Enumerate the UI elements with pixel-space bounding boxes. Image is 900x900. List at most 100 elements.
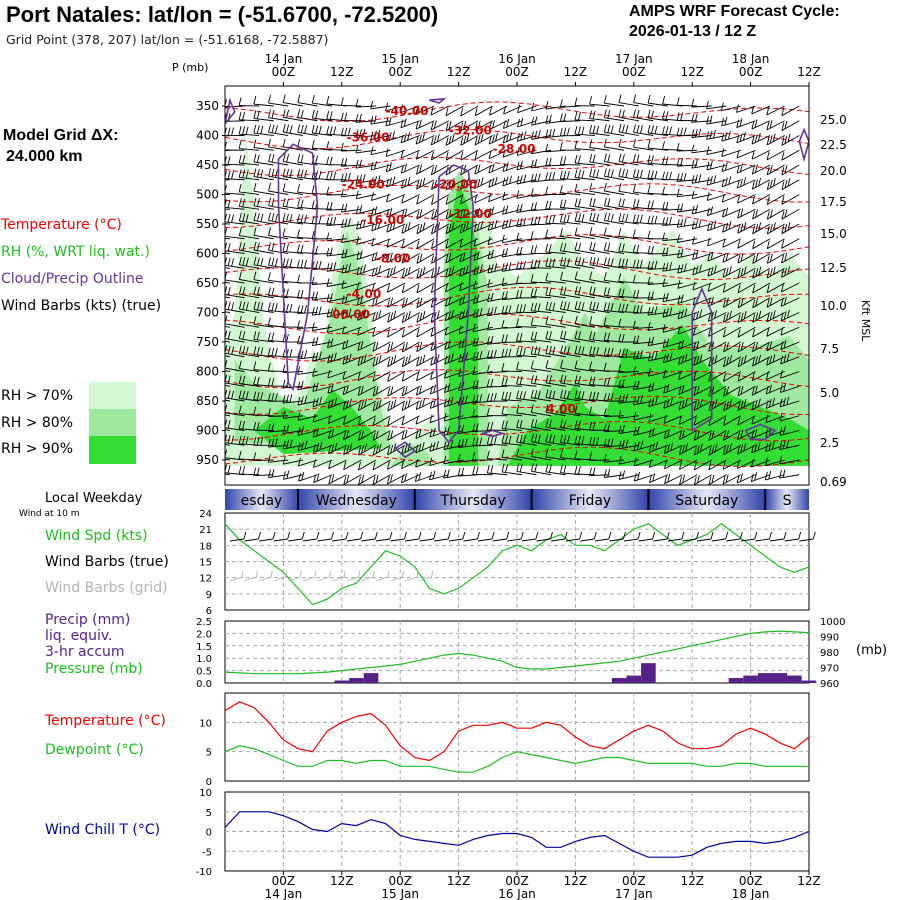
wind-barb bbox=[238, 227, 260, 240]
wind-barb bbox=[253, 183, 274, 195]
wind-barb bbox=[238, 140, 260, 151]
wind-barb bbox=[460, 105, 479, 117]
wind-barb bbox=[781, 120, 800, 131]
wind-barb bbox=[501, 334, 522, 343]
wind-barb bbox=[297, 244, 318, 254]
wind-barb bbox=[722, 326, 742, 338]
wind-barb bbox=[371, 282, 391, 292]
wind-barb bbox=[282, 213, 303, 225]
pressure-axis-title: P (mb) bbox=[172, 61, 209, 74]
wind-barb bbox=[311, 306, 333, 316]
wind-barb bbox=[502, 175, 523, 187]
wind-barb bbox=[574, 375, 595, 387]
wind-barb bbox=[502, 205, 522, 215]
wind-barb bbox=[722, 430, 742, 441]
top-date-label: 17 Jan bbox=[615, 52, 653, 66]
surface-wind-barb bbox=[273, 531, 291, 542]
y-tick-label: 0.5 bbox=[196, 667, 212, 678]
wind-barb bbox=[560, 257, 581, 269]
top-date-label: 16 Jan bbox=[498, 52, 536, 66]
wind-barb bbox=[445, 266, 464, 278]
wind-barb bbox=[486, 464, 508, 476]
wind-barb bbox=[676, 127, 698, 137]
wind-barb bbox=[371, 251, 391, 262]
wind-barb bbox=[589, 96, 610, 107]
wind-barb bbox=[225, 105, 230, 108]
wind-barb bbox=[328, 442, 347, 455]
wind-barb bbox=[559, 141, 581, 151]
wind-barb bbox=[737, 371, 756, 382]
surface-wind-barb bbox=[434, 531, 451, 542]
surface-wind-barb bbox=[302, 531, 320, 542]
wind-barb bbox=[589, 301, 610, 313]
temperature-label: -20.00 bbox=[434, 178, 477, 192]
wind-barb bbox=[618, 288, 639, 299]
wind-barb bbox=[766, 164, 785, 176]
wind-barb bbox=[253, 316, 274, 328]
wind-barb bbox=[431, 208, 450, 220]
wind-barb bbox=[589, 421, 610, 431]
wind-barb bbox=[530, 360, 552, 372]
wind-barb bbox=[501, 377, 522, 387]
wind-barb bbox=[737, 282, 756, 294]
precip-label: Precip (mm) bbox=[45, 612, 131, 628]
wind-barb bbox=[386, 252, 406, 263]
wind-barb bbox=[603, 227, 625, 240]
wind-barb bbox=[371, 296, 391, 307]
wind-barb bbox=[486, 450, 508, 461]
wind-barb bbox=[530, 345, 552, 358]
wind-barb bbox=[327, 429, 347, 440]
wind-barb bbox=[781, 208, 800, 220]
wind-barb bbox=[676, 157, 698, 167]
wind-barb bbox=[530, 418, 552, 431]
wind-barb bbox=[282, 394, 303, 404]
y-tick-label: 0 bbox=[206, 828, 212, 839]
wind-barb bbox=[311, 94, 333, 107]
wind-barb bbox=[531, 102, 552, 112]
model-grid-value: 24.000 km bbox=[6, 148, 83, 165]
wind-barb bbox=[618, 183, 639, 195]
pressure-tick-label: 650 bbox=[196, 276, 219, 290]
wind-barb bbox=[225, 384, 230, 387]
wind-barb bbox=[341, 203, 362, 213]
wind-barb bbox=[356, 295, 377, 306]
wind-barb bbox=[385, 176, 406, 188]
wind-barb bbox=[401, 194, 420, 204]
wind-barb bbox=[781, 238, 800, 249]
wind-barb bbox=[416, 310, 435, 323]
legend-rh80-label: RH > 80% bbox=[1, 415, 74, 431]
pressure-tick-label: 550 bbox=[196, 217, 219, 231]
wind-barb bbox=[267, 408, 289, 417]
wind-barb bbox=[603, 362, 625, 372]
wind-barb bbox=[603, 257, 625, 269]
cloud-outline bbox=[798, 127, 809, 163]
wind-barb bbox=[559, 127, 581, 137]
wind-barb bbox=[267, 454, 289, 463]
cloud-outline bbox=[429, 97, 447, 104]
wind-barb bbox=[238, 169, 260, 181]
legend-rh80-swatch bbox=[89, 409, 136, 436]
wind-barb bbox=[766, 266, 785, 279]
wind-barb bbox=[225, 399, 230, 402]
wind-barb bbox=[225, 223, 230, 225]
surface-wind-barb bbox=[521, 531, 539, 542]
wind-barb bbox=[589, 139, 610, 151]
wind-barb bbox=[779, 383, 800, 393]
grid-wind-barb bbox=[229, 570, 244, 582]
wind-barb bbox=[416, 222, 435, 235]
surface-wind-barb bbox=[375, 531, 393, 542]
wind-barb bbox=[357, 326, 377, 336]
wind-barb bbox=[737, 399, 756, 411]
wind-barb bbox=[722, 459, 742, 470]
wind-barb bbox=[723, 399, 742, 412]
wind-barb bbox=[401, 208, 420, 219]
wind-barb bbox=[545, 272, 566, 284]
y-tick-label: 1.5 bbox=[196, 642, 212, 653]
wind-barb bbox=[780, 282, 800, 293]
wind-barb bbox=[474, 133, 493, 146]
wind-barb bbox=[326, 171, 347, 181]
wind-barb bbox=[722, 474, 742, 485]
wind-barb bbox=[501, 405, 522, 417]
wind-barb bbox=[721, 176, 742, 188]
wind-barb bbox=[678, 371, 698, 380]
